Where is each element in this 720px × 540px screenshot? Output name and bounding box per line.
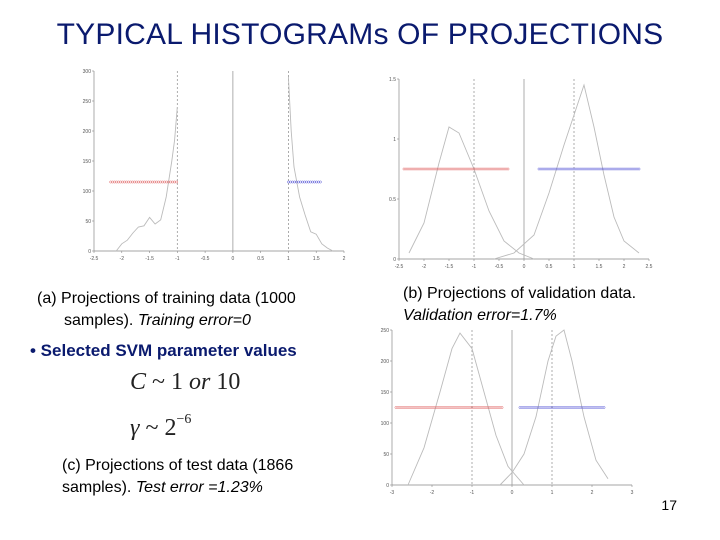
x-tick-label: 0.5 bbox=[257, 256, 264, 262]
caption-a: (a) Projections of training data (1000 s… bbox=[37, 288, 296, 332]
x-tick-label: -2 bbox=[120, 256, 125, 262]
formula-c-approx: ~ 1 bbox=[152, 369, 183, 395]
x-tick-label: -2 bbox=[430, 490, 435, 496]
y-tick-label: 150 bbox=[381, 390, 390, 396]
x-tick-label: 1 bbox=[573, 264, 576, 270]
x-tick-label: -1.5 bbox=[445, 264, 454, 270]
x-tick-label: -1 bbox=[472, 264, 477, 270]
x-tick-label: 1 bbox=[551, 490, 554, 496]
formula-gamma-var: γ bbox=[130, 415, 140, 441]
y-tick-label: 250 bbox=[83, 99, 92, 105]
y-tick-label: 0 bbox=[393, 257, 396, 263]
y-tick-label: 200 bbox=[83, 129, 92, 135]
y-tick-label: 50 bbox=[383, 452, 389, 458]
formula-gamma-exp: −6 bbox=[176, 412, 192, 427]
y-tick-label: 300 bbox=[83, 69, 92, 75]
y-tick-label: 0 bbox=[88, 249, 91, 255]
positive-projection-marker bbox=[602, 406, 606, 409]
x-tick-label: 0.5 bbox=[546, 264, 553, 270]
y-tick-label: 50 bbox=[85, 219, 91, 225]
x-tick-label: 1.5 bbox=[313, 256, 320, 262]
negative-class-curve bbox=[408, 126, 535, 260]
x-tick-label: 0 bbox=[511, 490, 514, 496]
x-tick-label: 1 bbox=[287, 256, 290, 262]
x-tick-label: 3 bbox=[631, 490, 634, 496]
y-tick-label: 250 bbox=[381, 328, 390, 334]
slide-title: TYPICAL HISTOGRAMs OF PROJECTIONS bbox=[56, 18, 664, 51]
caption-b-line1: (b) Projections of validation data. bbox=[403, 285, 637, 302]
x-tick-label: -0.5 bbox=[201, 256, 210, 262]
negative-class-curve bbox=[115, 106, 178, 252]
caption-c: (c) Projections of test data (1866 sampl… bbox=[62, 455, 293, 499]
y-tick-label: 0 bbox=[386, 483, 389, 489]
histogram-training: -2.5 -2 -1.5 -1 -0.5 0 0.5 1 1.5 2 0 50 100 150 200 250… bbox=[83, 69, 346, 262]
negative-projection-marker bbox=[506, 167, 510, 171]
x-tick-label: 2 bbox=[623, 264, 626, 270]
y-tick-label: 200 bbox=[381, 359, 390, 365]
x-tick-label: -2.5 bbox=[90, 256, 99, 262]
formula-gamma-approx: ~ 2 bbox=[145, 415, 177, 441]
formula-c: C ~ 1 or 10 bbox=[130, 369, 240, 396]
y-tick-label: 0.5 bbox=[389, 197, 396, 203]
negative-projection-marker bbox=[175, 180, 179, 184]
negative-class-curve bbox=[407, 332, 525, 486]
positive-class-curve bbox=[499, 329, 609, 486]
caption-c-line1: (c) Projections of test data (1866 bbox=[62, 457, 294, 474]
x-tick-label: 2 bbox=[591, 490, 594, 496]
caption-a-label: (a) bbox=[37, 290, 57, 307]
x-tick-label: 1.5 bbox=[596, 264, 603, 270]
page-number: 17 bbox=[661, 497, 677, 513]
positive-class-curve bbox=[287, 76, 334, 252]
x-tick-label: 2 bbox=[343, 256, 346, 262]
negative-projection-marker bbox=[500, 406, 504, 409]
x-tick-label: 0 bbox=[231, 256, 234, 262]
histogram-validation: -2.5 -2 -1.5 -1 -0.5 0 0.5 1 1.5 2 2.5 0 0.5 1 1.5 bbox=[389, 77, 653, 270]
caption-b-error: Validation error=1.7% bbox=[403, 307, 557, 324]
formula-c-value: 10 bbox=[216, 369, 241, 395]
caption-a-line2: samples). bbox=[64, 312, 134, 329]
positive-projection-marker bbox=[319, 180, 322, 184]
x-tick-label: -3 bbox=[390, 490, 395, 496]
x-tick-label: 2.5 bbox=[646, 264, 653, 270]
bullet-svm-params: • Selected SVM parameter values bbox=[30, 341, 297, 360]
y-tick-label: 1.5 bbox=[389, 77, 396, 83]
caption-b: (b) Projections of validation data. Vali… bbox=[403, 283, 636, 327]
positive-projection-marker bbox=[637, 167, 641, 171]
caption-c-error: Test error =1.23% bbox=[135, 479, 263, 496]
histogram-test: -3 -2 -1 0 1 2 3 0 50 100 150 200 250 bbox=[381, 328, 634, 496]
caption-a-error: Training error=0 bbox=[137, 312, 251, 329]
formula-gamma: γ ~ 2−6 bbox=[130, 412, 191, 442]
x-tick-label: -1.5 bbox=[145, 256, 154, 262]
formula-c-var: C bbox=[130, 369, 147, 395]
y-tick-label: 100 bbox=[381, 421, 390, 427]
x-tick-label: 0 bbox=[523, 264, 526, 270]
x-tick-label: -0.5 bbox=[495, 264, 504, 270]
formula-c-or: or bbox=[189, 369, 211, 395]
x-tick-label: -1 bbox=[175, 256, 180, 262]
caption-a-line1: Projections of training data (1000 bbox=[61, 290, 296, 307]
positive-class-curve bbox=[493, 83, 640, 260]
x-tick-label: -2.5 bbox=[395, 264, 404, 270]
caption-c-line2: samples). bbox=[62, 479, 132, 496]
x-tick-label: -1 bbox=[470, 490, 475, 496]
x-tick-label: -2 bbox=[422, 264, 427, 270]
y-tick-label: 100 bbox=[83, 189, 92, 195]
y-tick-label: 1 bbox=[393, 137, 396, 143]
y-tick-label: 150 bbox=[83, 159, 92, 165]
